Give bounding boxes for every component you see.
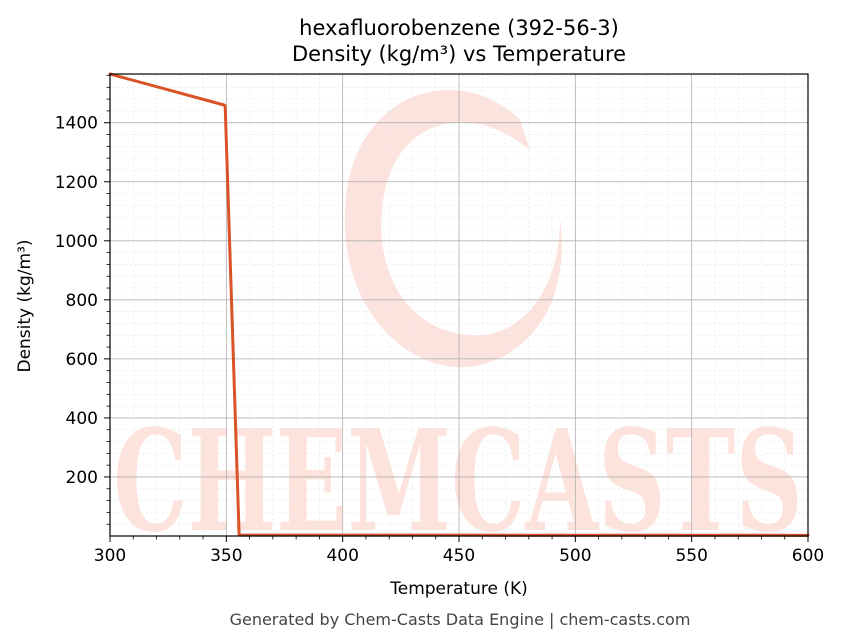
- series-line-group: [108, 72, 810, 537]
- x-tick-label: 600: [792, 546, 824, 566]
- y-tick-label: 200: [66, 468, 98, 488]
- watermark-logo: CHEMCASTS: [113, 90, 803, 564]
- x-tick-label: 450: [443, 546, 475, 566]
- x-tick-label: 400: [326, 546, 358, 566]
- x-tick-label: 300: [94, 546, 126, 566]
- density-series-line: [108, 72, 810, 537]
- watermark-text: CHEMCASTS: [113, 400, 803, 564]
- chart-title-line2: Density (kg/m³) vs Temperature: [292, 42, 626, 66]
- y-tick-label: 1000: [55, 232, 98, 252]
- y-tick-label: 800: [66, 291, 98, 311]
- x-tick-label: 350: [210, 546, 242, 566]
- chart-title-line1: hexafluorobenzene (392-56-3): [299, 16, 619, 40]
- x-tick-label: 550: [675, 546, 707, 566]
- x-axis-label: Temperature (K): [389, 579, 528, 599]
- y-tick-label: 1200: [55, 173, 98, 193]
- x-tick-label: 500: [559, 546, 591, 566]
- footer-credit: Generated by Chem-Casts Data Engine | ch…: [230, 610, 691, 629]
- y-tick-label: 600: [66, 350, 98, 370]
- y-tick-label: 1400: [55, 114, 98, 134]
- y-tick-label: 400: [66, 409, 98, 429]
- axis-ticks: 300 350 400 450 500 550 600 200 400 600 800 1000 120…: [55, 75, 824, 566]
- watermark-swirl: [344, 90, 562, 368]
- y-axis-label: Density (kg/m³): [15, 239, 35, 372]
